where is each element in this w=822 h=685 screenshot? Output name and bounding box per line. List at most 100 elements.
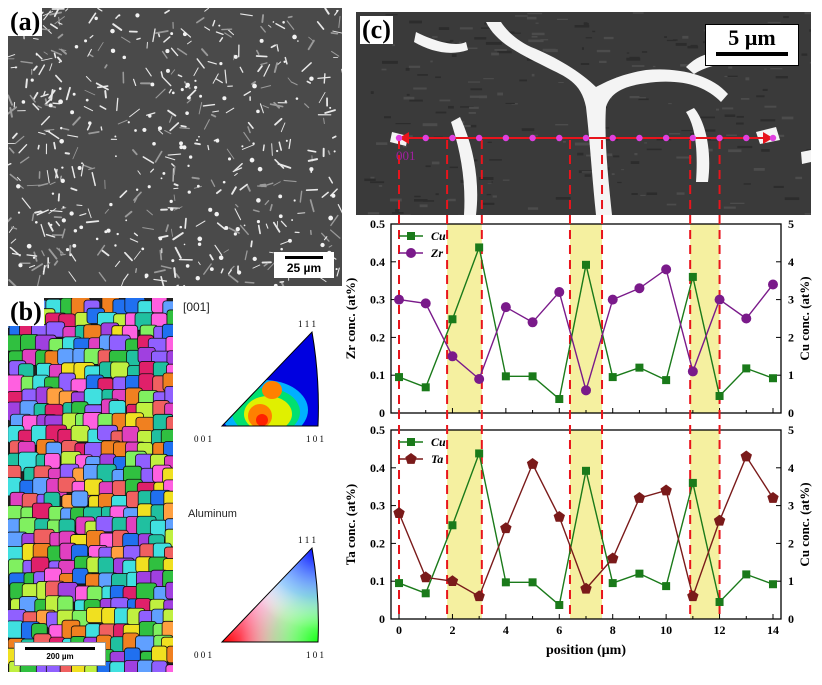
profile-scan-point bbox=[395, 134, 403, 142]
y-left-tick-label: 0.5 bbox=[370, 423, 385, 437]
profile-scan-point bbox=[529, 134, 536, 142]
panel-c-sem-image: (c) 5 µm bbox=[356, 12, 811, 215]
y-left-axis-label: Ta conc. (at%) bbox=[343, 484, 358, 566]
data-point-cu bbox=[528, 578, 537, 587]
profile-scan-point bbox=[449, 134, 456, 142]
data-point-cu bbox=[768, 580, 777, 589]
y-left-axis-label: Zr conc. (at%) bbox=[343, 278, 358, 360]
profile-scan-point bbox=[769, 134, 777, 142]
legend-label-cu: Cu bbox=[431, 229, 446, 243]
data-point-ta bbox=[393, 507, 405, 519]
highlight-band bbox=[690, 430, 720, 619]
data-point-ta bbox=[740, 450, 752, 462]
ipf-direction-label: [001] bbox=[183, 300, 210, 314]
data-point-cu bbox=[662, 582, 671, 591]
profile-line-label: 001 bbox=[396, 148, 416, 163]
legend-marker-ta bbox=[405, 453, 417, 464]
panel-a-sem-image: (a) 25 µm bbox=[8, 8, 342, 286]
x-tick-label: 4 bbox=[503, 623, 509, 637]
legend-label-zr: Zr bbox=[430, 246, 443, 260]
profile-scan-point bbox=[556, 134, 563, 142]
data-point-cu bbox=[582, 260, 590, 269]
highlight-band bbox=[690, 224, 720, 413]
panel-c-scale-bar: 5 µm bbox=[705, 24, 799, 66]
ipf2-left-label: 0 0 1 bbox=[194, 650, 212, 660]
ipf2-top-label: 1 1 1 bbox=[298, 535, 316, 545]
data-point-ta bbox=[660, 484, 672, 496]
data-point-cu bbox=[688, 478, 697, 487]
profile-scan-point bbox=[422, 134, 429, 142]
y-left-tick-label: 0 bbox=[379, 406, 385, 420]
data-point-ta bbox=[553, 510, 565, 522]
phase-label: Aluminum bbox=[188, 508, 237, 520]
y-right-tick-label: 2 bbox=[788, 330, 794, 344]
profile-scan-point bbox=[502, 134, 510, 142]
data-point-zr bbox=[607, 294, 618, 305]
data-point-cu bbox=[635, 363, 644, 372]
y-right-tick-label: 4 bbox=[788, 461, 794, 475]
data-point-cu bbox=[528, 372, 537, 381]
data-point-cu bbox=[742, 364, 751, 373]
data-point-zr bbox=[581, 385, 591, 396]
panel-b-label: (b) bbox=[8, 298, 44, 326]
data-point-ta bbox=[526, 458, 539, 469]
y-right-axis-label: Cu conc. (at%) bbox=[797, 276, 812, 360]
data-point-zr bbox=[394, 294, 405, 305]
ipf1-left-label: 0 0 1 bbox=[194, 434, 212, 444]
ipf2-right-label: 1 0 1 bbox=[306, 650, 324, 660]
data-point-cu bbox=[501, 578, 510, 587]
panel-b-scale-bar-label: 200 µm bbox=[46, 652, 74, 661]
y-left-tick-label: 0.4 bbox=[370, 461, 385, 475]
y-left-tick-label: 0.2 bbox=[370, 536, 385, 550]
y-right-axis-label: Cu conc. (at%) bbox=[797, 482, 812, 566]
data-point-cu bbox=[608, 579, 617, 588]
data-point-ta bbox=[473, 590, 485, 602]
legend-label-cu: Cu bbox=[431, 435, 446, 449]
panel-c-label: (c) bbox=[360, 15, 393, 44]
data-point-zr bbox=[687, 366, 698, 377]
profile-scan-point bbox=[689, 134, 697, 142]
y-right-tick-label: 0 bbox=[788, 612, 794, 626]
y-right-tick-label: 3 bbox=[788, 293, 794, 307]
panel-c-scale-bar-label: 5 µm bbox=[728, 25, 776, 50]
y-right-tick-label: 4 bbox=[788, 255, 794, 269]
data-point-ta bbox=[500, 522, 512, 534]
data-point-cu bbox=[555, 395, 564, 404]
data-point-ta bbox=[446, 575, 459, 587]
profile-scan-point bbox=[582, 134, 590, 142]
legend-label-ta: Ta bbox=[431, 452, 443, 466]
y-right-tick-label: 0 bbox=[788, 406, 794, 420]
data-point-zr bbox=[474, 373, 485, 384]
legend-marker-cu bbox=[407, 438, 415, 446]
data-point-cu bbox=[421, 383, 430, 392]
data-point-ta bbox=[767, 492, 779, 503]
y-right-tick-label: 1 bbox=[788, 368, 794, 382]
data-point-zr bbox=[634, 283, 645, 294]
panel-b-scale-bar: 200 µm bbox=[14, 642, 106, 666]
profile-scan-point bbox=[743, 134, 750, 142]
legend-marker-cu bbox=[407, 232, 415, 240]
data-point-cu bbox=[421, 589, 430, 598]
x-tick-label: 0 bbox=[396, 623, 402, 637]
profile-arrow-left bbox=[399, 132, 410, 144]
y-left-tick-label: 0.1 bbox=[370, 368, 385, 382]
y-left-tick-label: 0 bbox=[379, 612, 385, 626]
data-point-cu bbox=[501, 372, 510, 381]
data-point-ta bbox=[713, 514, 726, 526]
panel-a-scale-bar-label: 25 µm bbox=[286, 261, 322, 275]
y-left-tick-label: 0.4 bbox=[370, 255, 385, 269]
y-right-tick-label: 3 bbox=[788, 499, 794, 513]
data-point-ta bbox=[633, 492, 646, 503]
profile-arrow-right bbox=[762, 132, 773, 144]
data-point-cu bbox=[715, 597, 724, 606]
x-tick-label: 8 bbox=[610, 623, 616, 637]
data-point-cu bbox=[742, 570, 751, 579]
data-point-zr bbox=[554, 287, 565, 298]
data-point-cu bbox=[395, 373, 404, 382]
data-point-cu bbox=[635, 569, 644, 578]
data-point-zr bbox=[500, 302, 511, 313]
data-point-ta bbox=[420, 571, 432, 583]
y-left-tick-label: 0.5 bbox=[370, 217, 385, 231]
data-point-cu bbox=[582, 466, 590, 475]
profile-scan-point bbox=[609, 134, 616, 142]
